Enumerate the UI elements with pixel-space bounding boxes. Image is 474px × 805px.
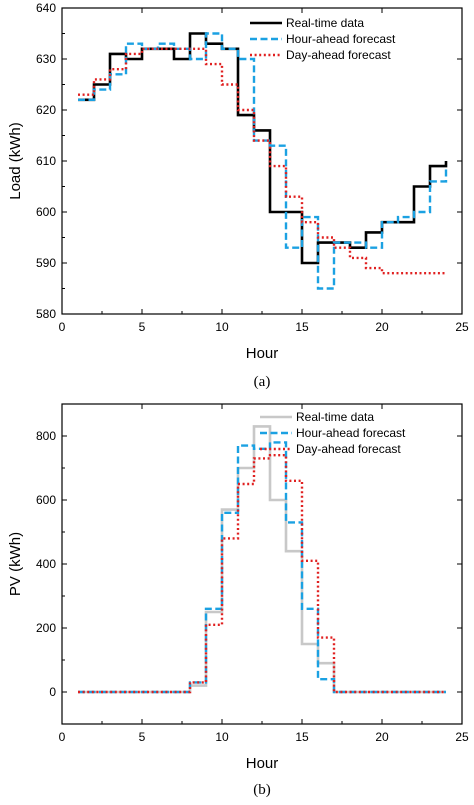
x-tick-label: 0: [59, 320, 66, 334]
series-line-1: [78, 425, 446, 694]
x-axis-label: Hour: [246, 345, 279, 362]
x-tick-label: 15: [295, 730, 309, 744]
series-line-1: [78, 32, 448, 265]
series-line-3: [78, 454, 446, 694]
y-tick-label: 600: [36, 205, 56, 219]
chart-panel-1: 0 5 10 15 20 25 580 590 600 610 620 630 640 Hour Load …: [7, 1, 469, 390]
y-tick-label: 0: [49, 685, 56, 699]
plot-frame: [61, 403, 463, 725]
legend: Real-time data Hour-ahead forecast Day-ahe…: [260, 410, 406, 456]
x-tick-label: 20: [375, 320, 389, 334]
x-tick-label: 5: [139, 320, 146, 334]
x-tick-label: 15: [295, 320, 309, 334]
y-tick-label: 800: [36, 429, 56, 443]
y-tick-label: 610: [36, 154, 56, 168]
legend: Real-time data Hour-ahead forecast Day-ahe…: [250, 16, 396, 62]
x-tick-label: 20: [375, 730, 389, 744]
y-axis-label: Load (kWh): [7, 122, 24, 200]
y-tick-label: 590: [36, 256, 56, 270]
x-tick-label: 10: [215, 320, 229, 334]
series-line-2: [78, 441, 446, 694]
series-line-3: [78, 47, 446, 275]
legend-label-1: Real-time data: [286, 16, 364, 30]
series-line-2: [78, 32, 448, 290]
panel-label: (a): [254, 374, 271, 390]
x-tick-label: 10: [215, 730, 229, 744]
legend-label-2: Hour-ahead forecast: [286, 32, 396, 46]
y-axis-label: PV (kWh): [7, 532, 24, 596]
panel-label: (b): [253, 782, 271, 798]
y-tick-label: 600: [36, 493, 56, 507]
y-tick-label: 620: [36, 103, 56, 117]
x-tick-label: 25: [455, 730, 469, 744]
y-tick-label: 640: [36, 1, 56, 15]
x-tick-label: 0: [59, 730, 66, 744]
y-tick-label: 200: [36, 621, 56, 635]
y-tick-label: 400: [36, 557, 56, 571]
legend-label-3: Day-ahead forecast: [286, 48, 391, 62]
legend-label-1: Real-time data: [296, 410, 374, 424]
legend-label-3: Day-ahead forecast: [296, 442, 401, 456]
x-axis-label: Hour: [246, 755, 279, 772]
x-tick-label: 5: [139, 730, 146, 744]
x-tick-label: 25: [455, 320, 469, 334]
y-tick-label: 580: [36, 307, 56, 321]
y-tick-label: 630: [36, 52, 56, 66]
chart-panel-2: 0 5 10 15 20 25 0 200 400 600 800 Hour PV (kWh) Real-…: [7, 403, 469, 798]
legend-label-2: Hour-ahead forecast: [296, 426, 406, 440]
